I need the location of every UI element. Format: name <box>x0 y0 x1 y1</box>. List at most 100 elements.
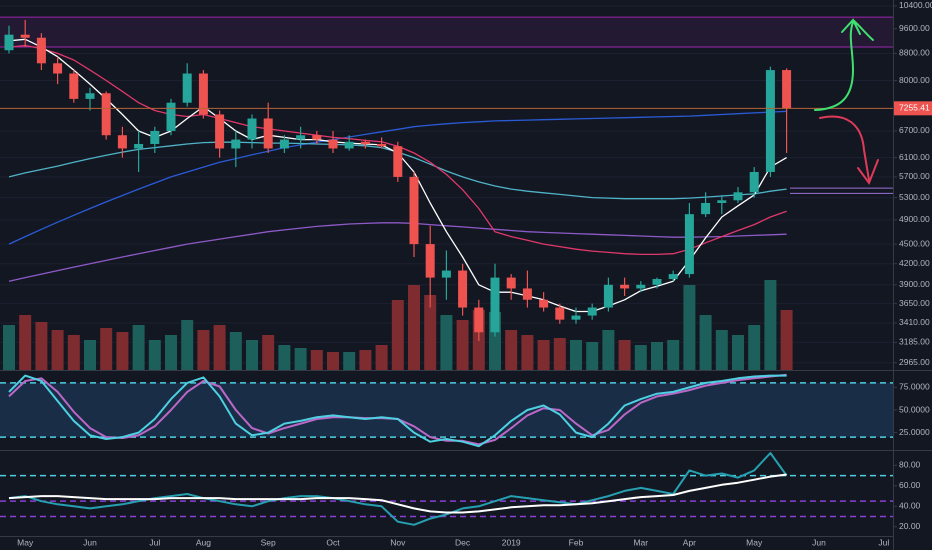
y-tick-label: 75.0000 <box>899 382 930 392</box>
candle-body <box>344 141 354 149</box>
x-tick-label: Dec <box>455 537 471 547</box>
volume-bar <box>780 310 793 370</box>
price-label-box <box>894 101 932 116</box>
volume-bar <box>699 315 712 370</box>
volume-bar <box>667 340 680 370</box>
volume-bar <box>116 332 129 370</box>
down-arrow-head <box>857 159 879 186</box>
line <box>8 452 788 526</box>
band-fill <box>0 382 893 438</box>
x-tick-label: Aug <box>196 537 211 547</box>
candle-body <box>490 277 500 333</box>
volume-bar <box>456 320 469 370</box>
candle-body <box>279 139 289 149</box>
candle-body <box>134 143 144 149</box>
candle-body <box>166 102 176 131</box>
x-tick-label: May <box>746 537 763 547</box>
volume-bar <box>327 352 339 370</box>
volume-bar <box>553 338 566 370</box>
candle-body <box>198 73 208 115</box>
volume-bar <box>505 330 518 370</box>
volume-bar <box>375 345 388 370</box>
candle-body <box>117 135 127 149</box>
volume-bar <box>84 340 96 370</box>
x-tick-label: Oct <box>326 537 340 547</box>
y-tick-label: 10400.00 <box>899 0 932 10</box>
volume-bar <box>3 325 15 370</box>
volume-bar <box>391 300 404 370</box>
candle-body <box>441 270 451 278</box>
volume-bar <box>35 322 48 370</box>
candle-body <box>36 37 46 64</box>
candle-body <box>587 307 597 316</box>
candle-body <box>782 70 792 109</box>
candle-body <box>312 135 322 140</box>
y-tick-label: 5700.00 <box>899 171 930 181</box>
line <box>8 110 787 245</box>
candle-body <box>247 118 257 140</box>
x-tick-label: Apr <box>683 537 696 547</box>
volume-bar <box>100 328 113 370</box>
volume-bar <box>408 285 420 370</box>
y-tick-label: 40.00 <box>899 501 921 511</box>
candle-body <box>360 141 370 144</box>
candle-body <box>263 118 273 149</box>
volume-bar <box>683 285 696 370</box>
y-tick-label: 3650.00 <box>899 298 930 308</box>
x-tick-label: Feb <box>569 537 584 547</box>
x-tick-label: 2019 <box>502 537 521 547</box>
y-tick-label: 3185.00 <box>899 337 930 347</box>
candle-body <box>571 315 581 320</box>
candle-body <box>474 307 484 333</box>
x-tick-label: May <box>17 537 34 547</box>
y-tick-label: 80.00 <box>899 460 921 470</box>
x-tick-label: Sep <box>261 537 276 547</box>
candle-body <box>522 288 532 300</box>
y-tick-label: 6100.00 <box>899 152 930 162</box>
line <box>8 222 787 282</box>
volume-bar <box>148 340 161 370</box>
volume-bar <box>440 315 453 370</box>
line <box>8 374 787 448</box>
volume-bar <box>246 340 258 370</box>
y-tick-label: 60.00 <box>899 480 921 490</box>
line <box>8 473 787 514</box>
volume-bar <box>67 335 80 370</box>
candle-body <box>733 192 743 201</box>
candle-body <box>684 214 694 275</box>
x-tick-label: Jun <box>812 537 826 547</box>
x-tick-label: Jun <box>83 537 97 547</box>
candle-body <box>101 93 111 136</box>
y-tick-label: 4500.00 <box>899 238 930 248</box>
volume-bar <box>197 330 210 370</box>
candle-body <box>69 73 79 99</box>
candle-body <box>4 34 14 51</box>
x-tick-label: Jul <box>149 537 160 547</box>
volume-bar <box>521 335 534 370</box>
candle-body <box>668 274 678 280</box>
y-tick-label: 6700.00 <box>899 125 930 135</box>
down-arrow <box>819 115 870 181</box>
candle-body <box>425 244 435 278</box>
candle-body <box>85 93 95 99</box>
volume-bar <box>132 325 145 370</box>
candle-body <box>652 279 662 285</box>
candle-body <box>749 171 759 193</box>
y-tick-label: 25.0000 <box>899 427 930 437</box>
candle-body <box>53 63 63 74</box>
candle-body <box>701 203 711 215</box>
y-tick-label: 8000.00 <box>899 75 930 85</box>
volume-bar <box>181 320 194 370</box>
volume-bar <box>310 350 323 370</box>
x-tick-label: Nov <box>390 537 406 547</box>
volume-bar <box>586 342 599 370</box>
candle-body <box>636 284 646 289</box>
up-arrow-head <box>841 18 874 41</box>
volume-bar <box>213 325 226 370</box>
y-tick-label: 4200.00 <box>899 258 930 268</box>
candle-body <box>215 114 225 149</box>
y-tick-label: 50.0000 <box>899 404 930 414</box>
candle-body <box>296 135 306 140</box>
y-tick-label: 4900.00 <box>899 214 930 224</box>
